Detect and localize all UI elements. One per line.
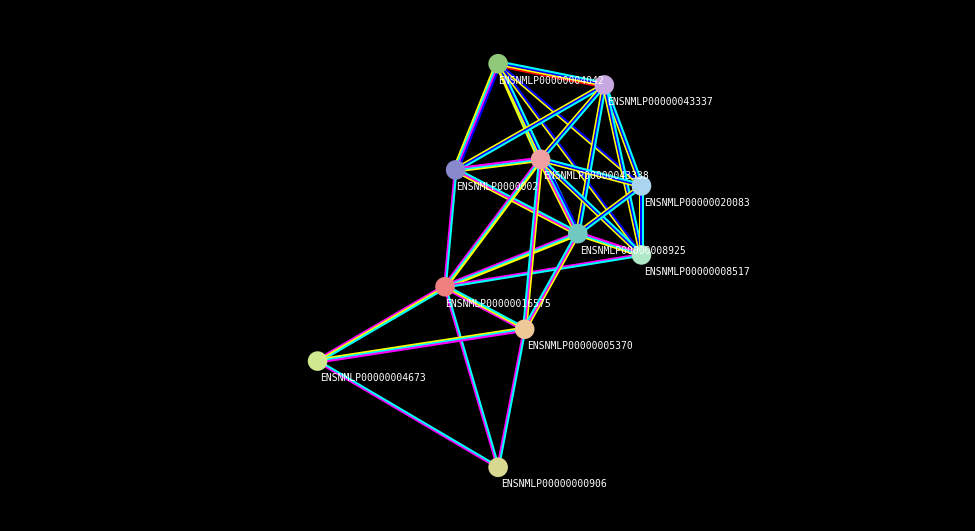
Circle shape [446,160,465,179]
Circle shape [568,224,588,243]
Text: ENSNMLP00000000906: ENSNMLP00000000906 [501,479,606,489]
Text: ENSNMLP00000043337: ENSNMLP00000043337 [607,97,713,107]
Circle shape [515,320,534,339]
Text: ENSNMLP00000008517: ENSNMLP00000008517 [644,267,750,277]
Circle shape [488,54,508,73]
Text: ENSNMLP00000004673: ENSNMLP00000004673 [321,373,426,383]
Text: ENSNMLP00000005370: ENSNMLP00000005370 [527,341,633,351]
Circle shape [595,75,614,95]
Text: ENSNMLP00000043338: ENSNMLP00000043338 [543,172,649,181]
Circle shape [530,150,551,169]
Circle shape [632,176,651,195]
Circle shape [488,458,508,477]
Text: ENSNMLP00000008925: ENSNMLP00000008925 [580,246,686,255]
Circle shape [308,352,328,371]
Circle shape [632,245,651,264]
Text: ENSNMLP00000020083: ENSNMLP00000020083 [644,198,750,208]
Text: ENSNMLP0000002: ENSNMLP0000002 [455,182,538,192]
Circle shape [435,277,454,296]
Text: ENSNMLP00000016575: ENSNMLP00000016575 [445,299,551,309]
Text: ENSNMLP00000004042: ENSNMLP00000004042 [498,76,604,85]
